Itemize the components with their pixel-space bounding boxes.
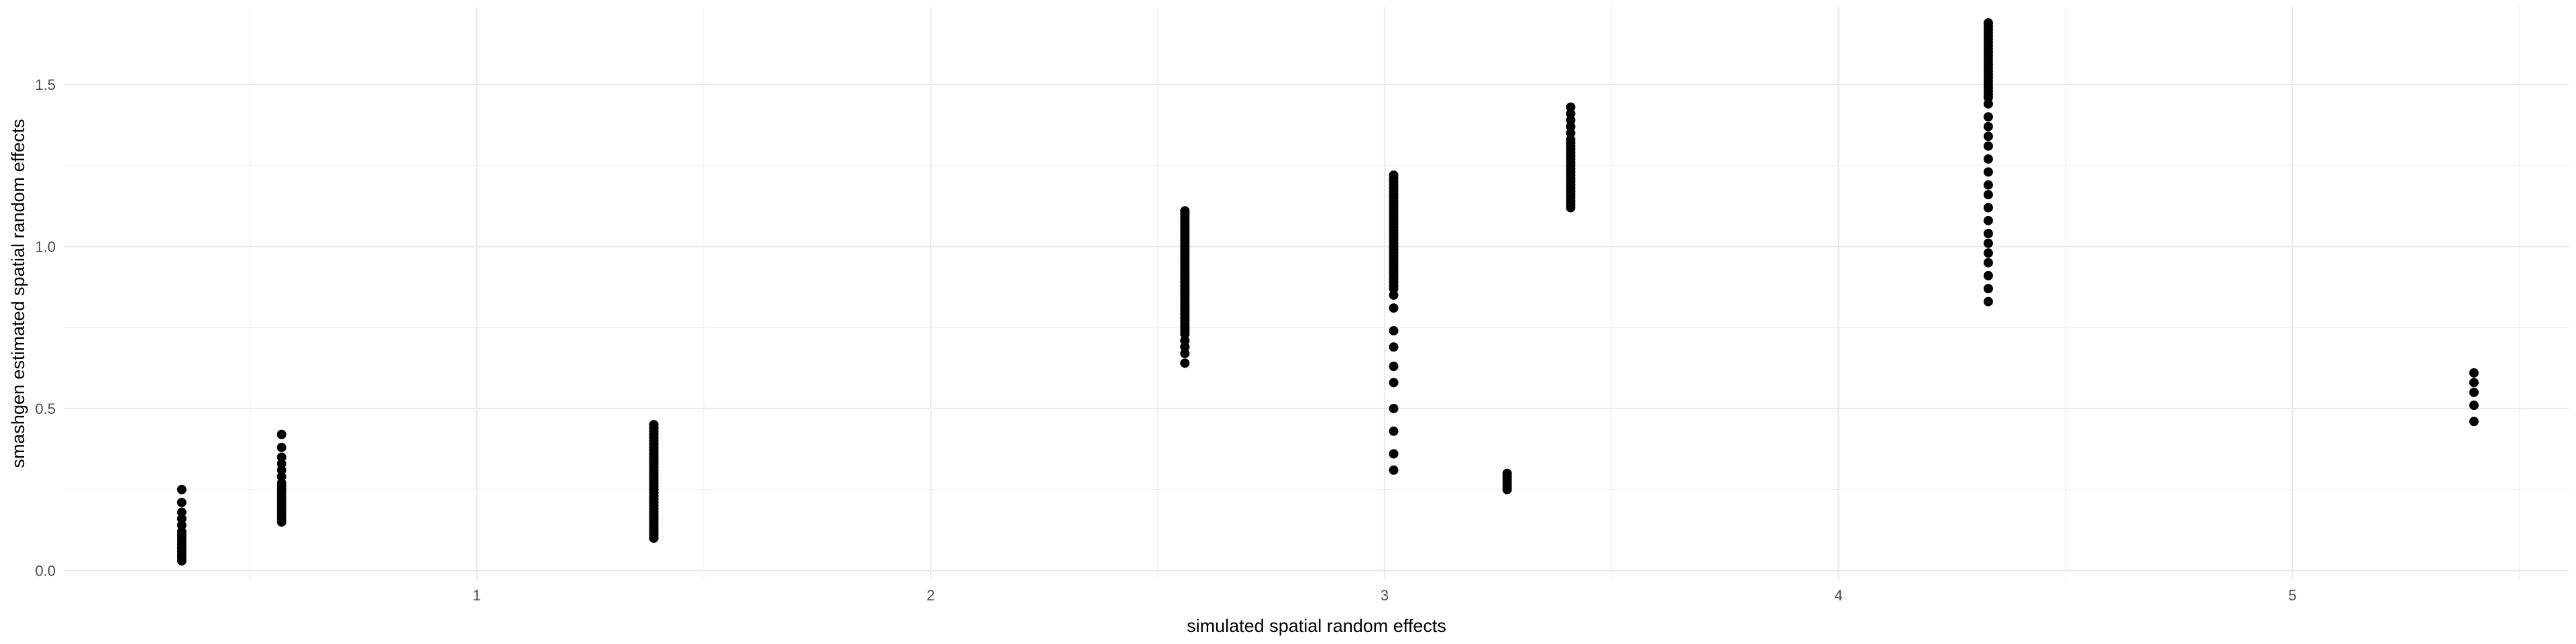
data-point <box>1502 468 1512 478</box>
data-point <box>1389 465 1399 475</box>
x-tick-label: 4 <box>1835 587 1843 604</box>
data-points <box>176 18 2479 566</box>
data-point <box>1983 180 1993 190</box>
x-tick-label: 3 <box>1381 587 1389 604</box>
data-point <box>1566 128 1576 138</box>
data-point <box>276 452 286 462</box>
x-tick-label: 1 <box>473 587 481 604</box>
x-axis-tick-labels: 1 2 3 4 5 <box>473 587 2297 604</box>
data-point <box>2469 400 2479 411</box>
data-point <box>2469 378 2479 388</box>
data-point <box>1983 258 1993 268</box>
data-point <box>1180 335 1190 345</box>
data-point <box>276 465 286 475</box>
data-point <box>176 484 186 494</box>
data-point <box>1566 115 1576 125</box>
data-point <box>276 459 286 469</box>
data-point <box>1983 131 1993 142</box>
minor-gridlines <box>64 7 2569 580</box>
data-point <box>1389 378 1399 388</box>
data-point <box>1983 270 1993 280</box>
data-point <box>1389 290 1399 300</box>
data-point <box>176 520 186 530</box>
data-point <box>276 442 286 452</box>
data-point <box>1983 238 1993 248</box>
data-point <box>1983 18 1993 28</box>
data-point <box>1983 248 1993 258</box>
data-point <box>1566 121 1576 131</box>
data-point <box>1983 112 1993 122</box>
data-point <box>1389 342 1399 352</box>
data-point <box>1180 348 1190 358</box>
data-point <box>176 498 186 508</box>
data-point <box>1983 215 1993 225</box>
data-point <box>176 527 186 537</box>
data-point <box>1566 102 1576 112</box>
data-point <box>1983 99 1993 109</box>
data-point <box>1566 135 1576 145</box>
data-point <box>2469 387 2479 397</box>
data-point <box>1983 229 1993 239</box>
data-point <box>1389 426 1399 436</box>
data-point <box>1180 358 1190 368</box>
data-point <box>1983 203 1993 213</box>
y-axis-tick-labels: 0.0 0.5 1.0 1.5 <box>35 76 56 580</box>
data-point <box>649 420 659 430</box>
data-point <box>2469 368 2479 378</box>
y-tick-label: 1.0 <box>35 238 56 255</box>
data-point <box>1983 121 1993 131</box>
y-tick-label: 0.5 <box>35 400 56 417</box>
data-point <box>1566 109 1576 119</box>
data-point <box>276 472 286 482</box>
data-point <box>1983 141 1993 151</box>
data-point <box>2469 417 2479 427</box>
data-point <box>1389 362 1399 372</box>
data-point <box>1180 342 1190 352</box>
x-tick-label: 2 <box>926 587 934 604</box>
data-point <box>276 429 286 439</box>
data-point <box>1389 403 1399 413</box>
data-point <box>1983 154 1993 164</box>
x-tick-label: 5 <box>2288 587 2296 604</box>
data-point <box>1983 167 1993 177</box>
data-point <box>1389 326 1399 336</box>
data-point <box>1389 170 1399 180</box>
x-axis-title: simulated spatial random effects <box>1187 616 1446 636</box>
data-point <box>1983 190 1993 200</box>
y-tick-label: 0.0 <box>35 563 56 580</box>
major-gridlines <box>64 7 2569 580</box>
data-point <box>1983 297 1993 307</box>
data-point <box>1180 206 1190 216</box>
data-point <box>276 478 286 488</box>
data-point <box>1389 449 1399 459</box>
data-point <box>1983 284 1993 294</box>
y-axis-title: smashgen estimated spatial random effect… <box>8 119 28 468</box>
y-tick-label: 1.5 <box>35 76 56 93</box>
data-point <box>1389 303 1399 313</box>
data-point <box>176 514 186 524</box>
data-point <box>176 507 186 517</box>
